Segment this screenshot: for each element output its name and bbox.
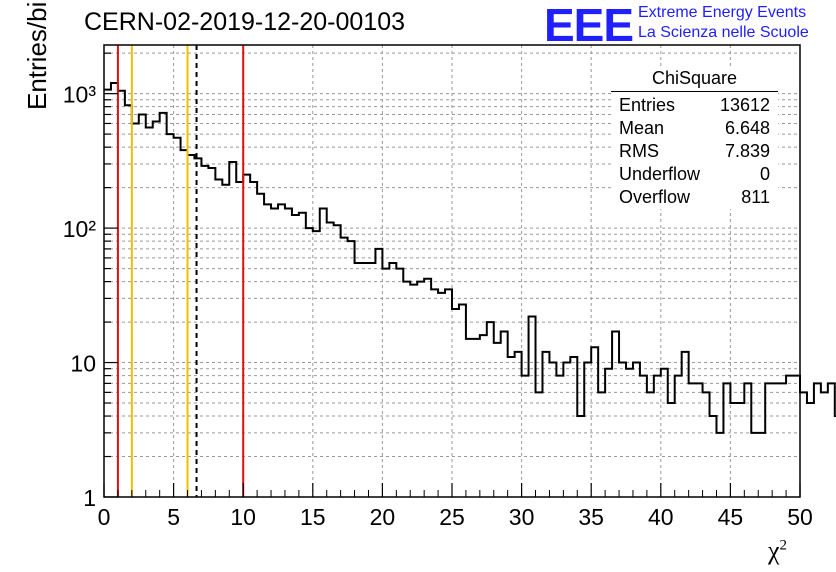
x-tick-label: 10 xyxy=(230,504,256,530)
histogram-bin xyxy=(800,392,807,497)
y-tick-label: 1 xyxy=(83,485,96,511)
y-tick-label: 10² xyxy=(63,216,97,242)
logo-line-2: La Scienza nelle Scuole xyxy=(638,24,809,41)
logo-line-1: Extreme Energy Events xyxy=(638,4,807,21)
stats-label: Entries xyxy=(619,95,676,115)
stats-title: ChiSquare xyxy=(611,68,778,92)
eee-logo: EEE xyxy=(544,0,634,51)
y-axis-label: Entries/bin xyxy=(22,0,53,110)
x-axis-label: χ2 xyxy=(768,536,787,566)
stats-label: RMS xyxy=(619,141,659,161)
y-tick-label: 10³ xyxy=(63,82,97,108)
x-tick-label: 40 xyxy=(648,504,674,530)
x-tick-label: 15 xyxy=(300,504,326,530)
x-tick-label: 25 xyxy=(439,504,465,530)
x-tick-label: 5 xyxy=(167,504,180,530)
histogram-bin xyxy=(814,383,821,497)
histogram-bin xyxy=(821,392,828,497)
histogram-bin xyxy=(828,383,835,497)
y-tick-label: 10 xyxy=(70,351,96,377)
stats-label: Mean xyxy=(619,118,665,138)
stats-row-entries: Entries 13612 xyxy=(611,94,778,117)
stats-value: 6.648 xyxy=(724,118,770,138)
stats-value: 0 xyxy=(759,164,770,184)
stats-label: Underflow xyxy=(619,164,701,184)
histogram-bin xyxy=(807,403,814,497)
x-axis-label-text: χ xyxy=(768,536,780,565)
stats-row-overflow: Overflow 811 xyxy=(611,186,778,209)
stats-value: 13612 xyxy=(719,95,770,115)
stats-row-rms: RMS 7.839 xyxy=(611,140,778,163)
x-tick-label: 0 xyxy=(98,504,111,530)
y-axis-label-text: Entries/bin xyxy=(22,0,52,110)
histogram-series xyxy=(104,81,836,434)
stats-row-mean: Mean 6.648 xyxy=(611,117,778,140)
stats-value: 811 xyxy=(741,187,770,207)
x-tick-label: 35 xyxy=(578,504,604,530)
x-tick-label: 20 xyxy=(370,504,396,530)
x-tick-label: 30 xyxy=(509,504,535,530)
x-axis-label-sup: 2 xyxy=(779,537,788,554)
stats-row-underflow: Underflow 0 xyxy=(611,163,778,186)
chart-title: CERN-02-2019-12-20-00103 xyxy=(84,8,406,36)
stats-value: 7.839 xyxy=(724,141,770,161)
x-tick-label: 45 xyxy=(718,504,744,530)
stats-label: Overflow xyxy=(619,187,691,207)
stats-box: ChiSquare Entries 13612 Mean 6.648 RMS 7… xyxy=(611,68,778,209)
x-tick-label: 50 xyxy=(787,504,813,530)
